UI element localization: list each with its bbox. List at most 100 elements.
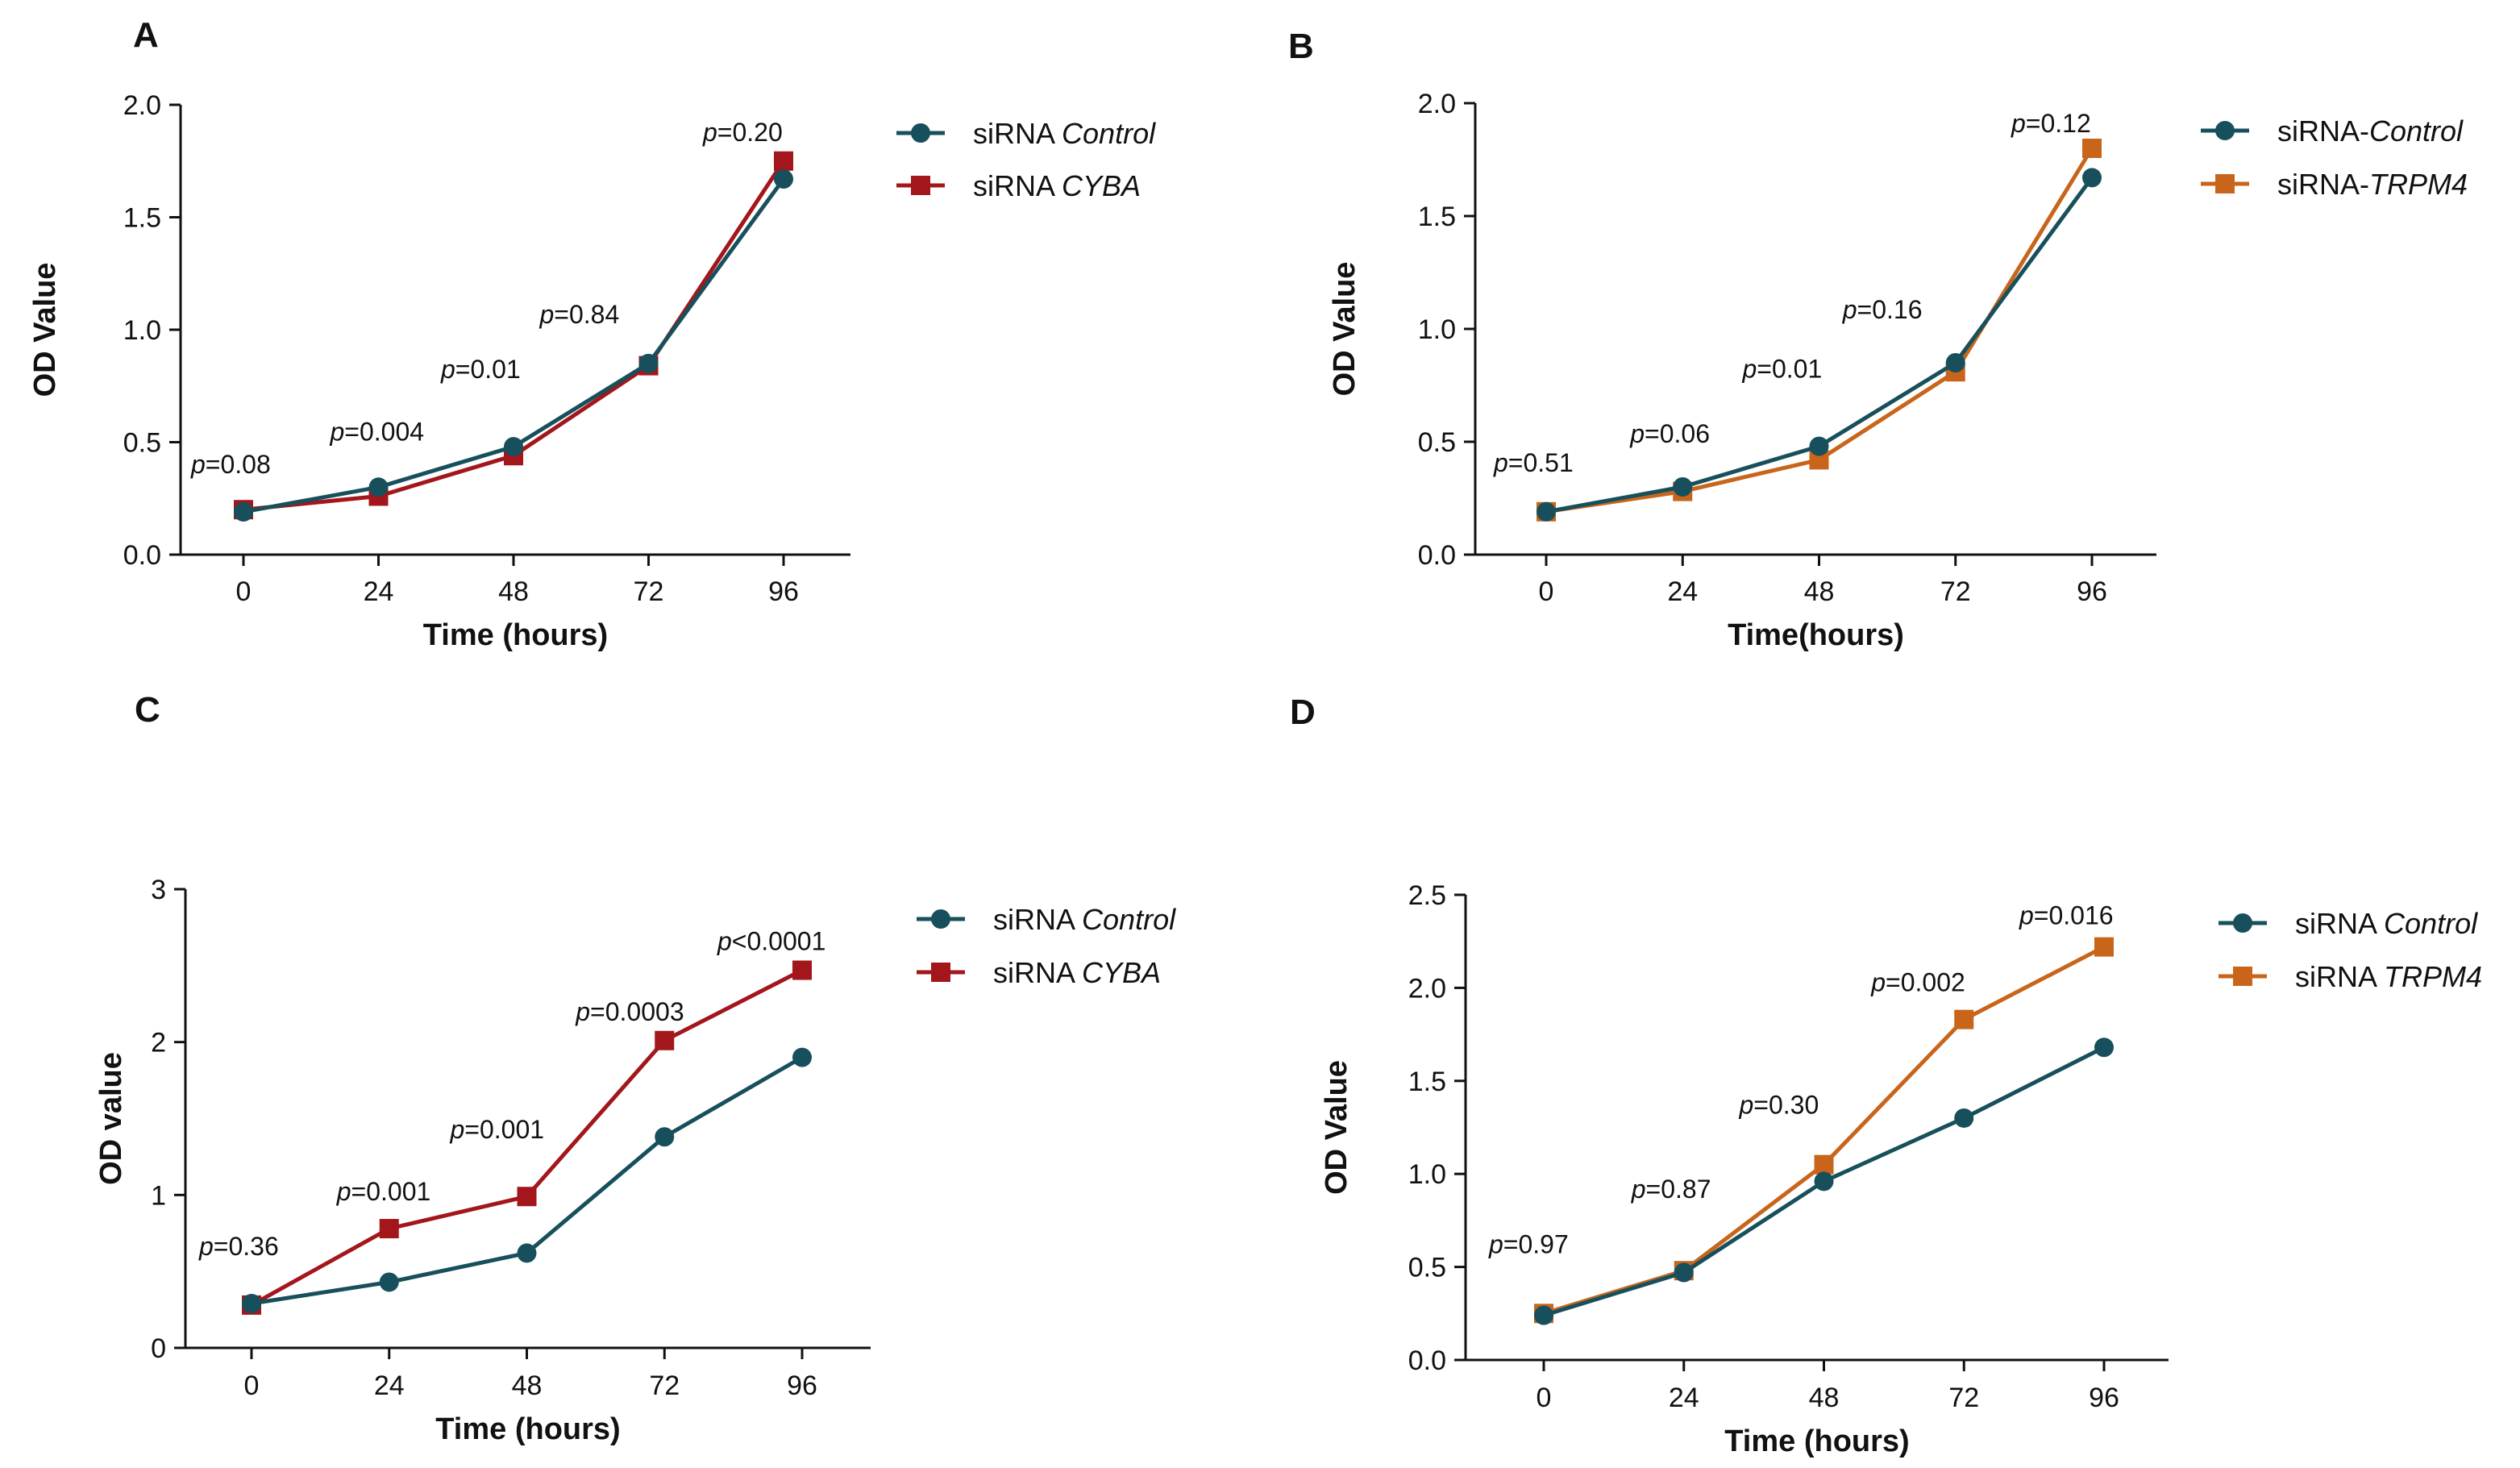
p-value-label: p=0.87 xyxy=(1631,1175,1711,1204)
p-value: =0.004 xyxy=(344,417,424,446)
p-value: =0.84 xyxy=(554,300,619,329)
p-value-label: p=0.36 xyxy=(198,1232,279,1261)
legend-marker xyxy=(931,963,950,982)
data-point xyxy=(504,437,523,457)
panel-label: A xyxy=(133,15,159,55)
y-tick-label: 0.5 xyxy=(1418,427,1456,458)
p-value: =0.12 xyxy=(2026,109,2091,138)
p-symbol: p xyxy=(198,1232,214,1261)
legend-gene: Control xyxy=(2384,907,2478,940)
p-value-label: p=0.001 xyxy=(450,1115,545,1144)
panel-b: B 0.0 0.5 1.0 1.5 2.0 0 24 48 72 96 Time(hours) OD V… xyxy=(1288,27,2468,652)
panel-label: C xyxy=(135,690,160,730)
legend-gene: Control xyxy=(1062,117,1156,150)
p-symbol: p xyxy=(1842,295,1857,324)
y-axis-title: OD Value xyxy=(28,263,62,397)
legend-gene: TRPM4 xyxy=(2369,168,2468,201)
legend-entry: siRNA TRPM4 xyxy=(2219,960,2482,993)
p-value-label: p=0.20 xyxy=(702,118,783,147)
y-tick-label: 1.0 xyxy=(1408,1159,1446,1190)
data-point xyxy=(1673,477,1693,497)
legend-label: siRNA Control xyxy=(973,117,1156,150)
p-symbol: p xyxy=(539,300,555,329)
x-tick-label: 24 xyxy=(374,1370,405,1401)
y-tick-label: 0.0 xyxy=(123,540,161,571)
p-value-label: p=0.84 xyxy=(539,300,620,329)
legend-prefix: siRNA xyxy=(993,956,1082,989)
y-tick-label: 1.5 xyxy=(1408,1067,1446,1097)
x-axis-title: Time(hours) xyxy=(1728,618,1904,652)
data-point xyxy=(1534,1305,1553,1325)
x-axis-title: Time (hours) xyxy=(423,618,608,652)
data-point xyxy=(1945,353,1965,372)
y-tick-label: 2.0 xyxy=(123,90,161,121)
data-point xyxy=(379,1272,399,1292)
y-axis-title: OD Value xyxy=(1328,262,1362,397)
p-value-label: p=0.01 xyxy=(1742,355,1823,384)
p-symbol: p xyxy=(330,417,345,446)
legend-marker xyxy=(931,909,950,929)
p-value-label: p=0.16 xyxy=(1842,295,1923,324)
legend-label: siRNA-Control xyxy=(2277,114,2464,148)
data-point xyxy=(1954,1108,1974,1128)
legend-marker xyxy=(2233,913,2252,933)
data-point xyxy=(774,169,793,189)
legend-gene: TRPM4 xyxy=(2384,960,2482,993)
legend-marker xyxy=(2215,174,2235,193)
p-symbol: p xyxy=(1870,968,1886,997)
data-point xyxy=(2082,168,2102,188)
data-point xyxy=(379,1219,399,1239)
legend-marker xyxy=(2215,121,2235,140)
x-tick-label: 48 xyxy=(512,1370,543,1401)
x-tick-label: 96 xyxy=(2089,1383,2119,1413)
legend-prefix: siRNA xyxy=(2295,960,2384,993)
legend-marker xyxy=(911,176,930,195)
x-tick-label: 96 xyxy=(768,576,799,607)
data-point xyxy=(638,353,659,373)
p-symbol: p xyxy=(1629,419,1645,448)
p-value: =0.016 xyxy=(2034,901,2114,930)
p-value-label: p<0.0001 xyxy=(717,927,825,956)
legend-label: siRNA TRPM4 xyxy=(2295,960,2482,993)
x-tick-label: 96 xyxy=(2077,576,2107,607)
panel-a: A 0.0 0.5 1.0 1.5 2.0 0 24 48 72 96 Time (hours) OD … xyxy=(28,15,1156,652)
data-point xyxy=(242,1293,261,1313)
legend-gene: CYBA xyxy=(1082,956,1161,989)
data-point xyxy=(1809,436,1829,456)
data-point xyxy=(517,1187,537,1207)
y-tick-label: 0 xyxy=(151,1333,166,1364)
y-tick-label: 0.0 xyxy=(1418,540,1456,571)
p-value: =0.001 xyxy=(464,1115,544,1144)
data-point xyxy=(517,1243,537,1263)
p-value: =0.06 xyxy=(1645,419,1710,448)
p-symbol: p xyxy=(336,1177,351,1206)
legend-entry: siRNA Control xyxy=(917,903,1176,936)
series-line-control xyxy=(251,1055,804,1306)
y-tick-label: 1 xyxy=(151,1180,166,1211)
x-tick-label: 24 xyxy=(1667,576,1698,607)
x-tick-label: 48 xyxy=(1804,576,1835,607)
legend-entry: siRNA Control xyxy=(896,117,1156,150)
y-tick-label: 3 xyxy=(151,875,166,905)
p-symbol: p xyxy=(2019,901,2034,930)
y-tick-label: 0.5 xyxy=(123,428,161,459)
p-symbol: p xyxy=(1742,355,1757,384)
data-point xyxy=(2094,937,2114,957)
p-value-label: p=0.08 xyxy=(190,450,271,479)
p-value: <0.0001 xyxy=(732,927,826,956)
legend-marker xyxy=(911,123,930,143)
data-point xyxy=(2094,1038,2114,1058)
x-tick-label: 0 xyxy=(1537,1383,1552,1413)
p-value: =0.97 xyxy=(1503,1229,1569,1258)
data-point xyxy=(1537,501,1556,522)
p-symbol: p xyxy=(1488,1229,1503,1258)
data-point xyxy=(1814,1154,1834,1175)
p-value-label: p=0.016 xyxy=(2019,901,2114,930)
data-point xyxy=(1674,1262,1694,1283)
y-tick-label: 0.5 xyxy=(1408,1253,1446,1283)
p-symbol: p xyxy=(1631,1175,1646,1204)
legend-entry: siRNA CYBA xyxy=(896,169,1141,202)
legend-entry: siRNA CYBA xyxy=(917,956,1161,989)
p-value: =0.20 xyxy=(717,118,783,147)
